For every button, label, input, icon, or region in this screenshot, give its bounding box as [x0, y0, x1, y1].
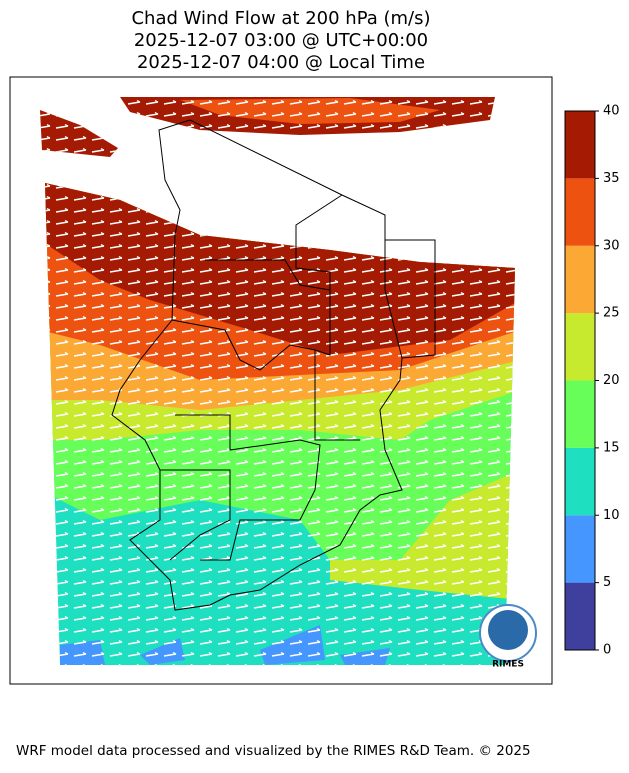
wind-field-top [40, 97, 495, 157]
logo: RIMES [479, 604, 537, 670]
colorbar-band [565, 245, 595, 314]
colorbar: 0 5 10 15 20 25 30 35 40 [564, 104, 620, 658]
footer: WRF model data processed and visualized … [16, 743, 531, 759]
logo-text: RIMES [492, 660, 524, 670]
colorbar-tick-label: 10 [603, 508, 620, 523]
colorbar-band [565, 582, 595, 650]
colorbar-band [565, 515, 595, 583]
colorbar-tick-label: 15 [603, 440, 620, 455]
colorbar-band [565, 313, 595, 381]
colorbar-band [565, 447, 595, 516]
colorbar-tick-label: 30 [603, 238, 620, 253]
title-line: 2025-12-07 03:00 @ UTC+00:00 [134, 30, 428, 51]
colorbar-tick-label: 35 [603, 171, 620, 186]
title-line: 2025-12-07 04:00 @ Local Time [137, 52, 425, 73]
colorbar-band [565, 111, 595, 179]
colorbar-tick-label: 20 [603, 373, 620, 388]
colorbar-tick-label: 5 [603, 575, 611, 590]
borders [111, 119, 436, 611]
title-line: Chad Wind Flow at 200 hPa (m/s) [131, 8, 430, 29]
colorbar-tick-label: 25 [603, 306, 620, 321]
colorbar-band [565, 178, 595, 246]
colorbar-tick-label: 40 [603, 104, 620, 119]
colorbar-band [565, 380, 595, 448]
map: RIMES [9, 76, 553, 685]
colorbar-tick-label: 0 [603, 643, 611, 658]
